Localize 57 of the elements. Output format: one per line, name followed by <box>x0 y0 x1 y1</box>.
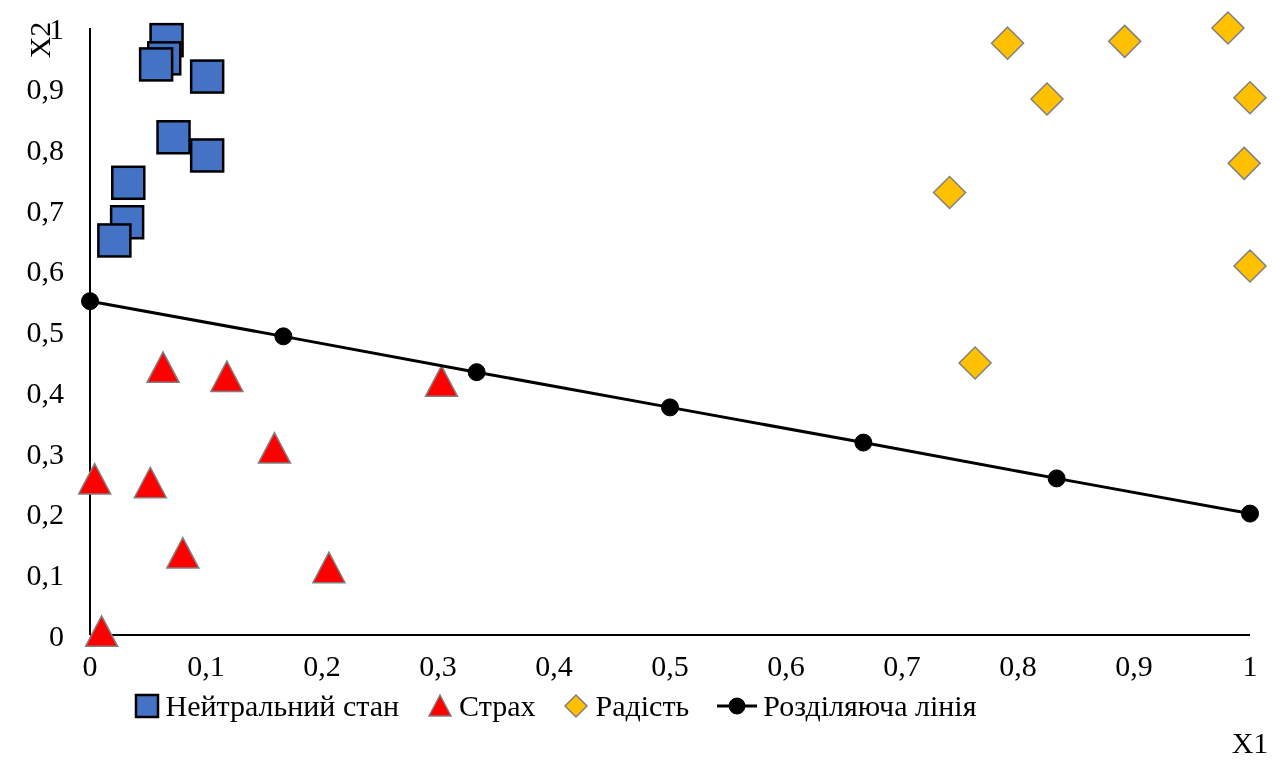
x-tick-label: 0,6 <box>767 649 805 683</box>
point <box>1211 11 1245 45</box>
point <box>854 433 873 452</box>
y-tick-label: 0,7 <box>26 193 64 227</box>
x-tick-label: 0,2 <box>303 649 341 683</box>
point <box>138 47 174 82</box>
y-tick-label: 0,9 <box>26 72 64 106</box>
x-tick-label: 0,7 <box>883 649 921 683</box>
legend-label: Радість <box>595 689 690 723</box>
point <box>932 175 967 210</box>
point <box>111 165 146 201</box>
y-tick-label: 0,3 <box>26 436 64 470</box>
legend-label: Страх <box>459 689 536 723</box>
x-axis-title: X1 <box>1231 726 1269 759</box>
y-tick-label: 0,1 <box>26 557 64 591</box>
point <box>1241 504 1259 523</box>
point <box>1227 146 1261 181</box>
x-tick-label: 0 <box>82 649 98 683</box>
x-tick-label: 0,4 <box>535 649 573 683</box>
x-tick-label: 0,8 <box>999 649 1037 683</box>
x-tick-label: 0,1 <box>187 649 225 683</box>
x-tick-label: 0,3 <box>419 649 457 683</box>
y-tick-label: 0,8 <box>26 133 64 167</box>
point <box>1233 81 1267 115</box>
point <box>84 615 119 648</box>
point <box>97 223 132 258</box>
y-tick-label: 0,2 <box>26 497 64 531</box>
point <box>156 120 191 155</box>
point <box>312 551 346 584</box>
point <box>1233 249 1267 283</box>
point <box>210 360 244 393</box>
point <box>77 462 112 495</box>
y-tick-label: 0,4 <box>26 375 64 409</box>
point <box>189 138 225 173</box>
y-tick-label: 0,5 <box>26 315 64 349</box>
point <box>189 59 225 94</box>
point <box>424 365 459 398</box>
point <box>133 466 168 499</box>
point <box>1047 469 1066 488</box>
y-tick-label: 0,6 <box>26 254 64 288</box>
point <box>1107 24 1142 59</box>
legend-label: Нейтральний стан <box>165 689 400 723</box>
point <box>1030 82 1064 116</box>
point <box>81 292 99 311</box>
point <box>990 26 1025 60</box>
point <box>467 363 486 382</box>
x-tick-label: 0,9 <box>1115 649 1153 683</box>
point <box>958 346 992 380</box>
point <box>661 398 679 417</box>
x-tick-label: 1 <box>1242 649 1258 683</box>
point <box>274 327 293 346</box>
legend-label: Розділяюча лінія <box>763 689 977 723</box>
point <box>146 351 180 384</box>
x-tick-label: 0,5 <box>651 649 689 683</box>
point <box>257 431 292 464</box>
point <box>166 536 200 569</box>
y-tick-label: 0 <box>49 618 64 652</box>
